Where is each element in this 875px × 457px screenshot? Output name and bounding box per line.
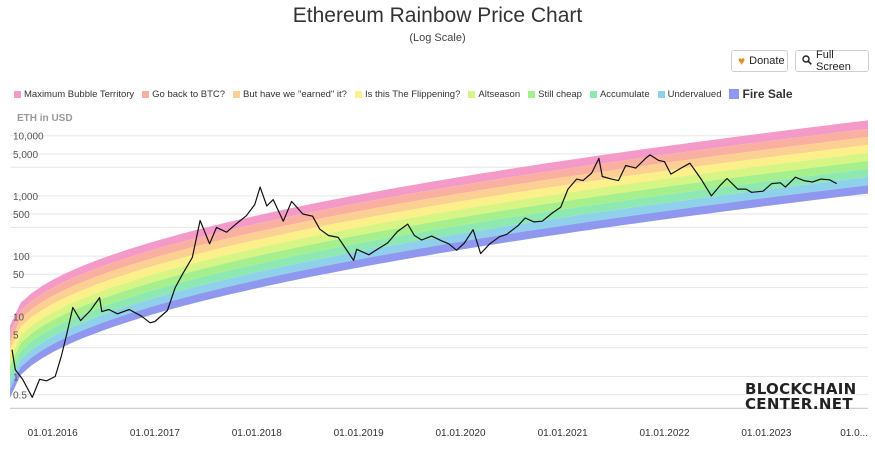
x-tick-label: 01.01.2023 — [741, 428, 791, 439]
legend-label: Is this The Flippening? — [364, 88, 461, 100]
legend-swatch — [233, 90, 241, 98]
y-tick-label: 1 — [13, 373, 19, 384]
x-tick-label: 01.01.2021 — [538, 428, 588, 439]
y-tick-label: 5,000 — [13, 150, 38, 161]
y-tick-label: 1,000 — [13, 192, 38, 203]
chart-subtitle: (Log Scale) — [409, 32, 466, 44]
legend-label: Still cheap — [538, 88, 582, 100]
x-tick-label: 01.01.2022 — [639, 428, 689, 439]
x-tick-label: 01.01.2017 — [130, 428, 180, 439]
legend-item[interactable]: Fire Sale — [729, 87, 793, 101]
y-tick-label: 5 — [13, 330, 19, 341]
legend-label: Altseason — [478, 88, 521, 100]
legend-swatch — [354, 90, 362, 98]
legend-swatch — [468, 90, 476, 98]
legend-item[interactable]: Undervalued — [657, 88, 722, 100]
watermark-line2: CENTER.NET — [745, 395, 853, 413]
donate-label: Donate — [749, 55, 785, 67]
legend-item[interactable]: Altseason — [468, 89, 520, 100]
legend-swatch — [589, 90, 597, 98]
donate-button[interactable]: ♥ Donate — [731, 50, 788, 72]
price-line — [11, 154, 837, 398]
y-tick-label: 10,000 — [13, 132, 44, 143]
y-tick-label: 500 — [13, 210, 30, 221]
chart-title: Ethereum Rainbow Price Chart — [292, 4, 583, 27]
legend-swatch — [142, 90, 150, 98]
legend-swatch — [729, 89, 740, 99]
legend-swatch — [14, 90, 21, 98]
legend-label: Go back to BTC? — [152, 88, 226, 100]
x-tick-label: 01.0... — [840, 428, 868, 439]
legend-item[interactable]: Is this The Flippening? — [354, 88, 461, 100]
legend-item[interactable]: Maximum Bubble Territory — [14, 89, 134, 100]
legend-label: Undervalued — [667, 88, 722, 100]
fullscreen-label: Full Screen — [816, 49, 851, 73]
legend-label: Fire Sale — [742, 87, 793, 101]
watermark-line1: BLOCKCHAIN — [745, 380, 857, 398]
watermark-logo: BLOCKCHAIN CENTER.NET — [745, 380, 857, 413]
legend-item[interactable]: Accumulate — [589, 88, 650, 100]
legend-item[interactable]: Go back to BTC? — [142, 89, 225, 100]
x-tick-label: 01.01.2020 — [435, 428, 485, 439]
legend-label: Maximum Bubble Territory — [24, 88, 135, 100]
legend-label: Accumulate — [599, 88, 650, 100]
legend-swatch — [528, 90, 536, 98]
magnifier-icon — [802, 54, 812, 68]
x-tick-label: 01.01.2016 — [28, 428, 78, 439]
fullscreen-button[interactable]: Full Screen — [795, 49, 869, 73]
y-tick-label: 0.5 — [13, 391, 27, 402]
x-tick-label: 01.01.2019 — [334, 428, 384, 439]
y-tick-label: 10 — [13, 312, 25, 323]
heart-icon: ♥ — [738, 54, 746, 68]
x-tick-label: 01.01.2018 — [232, 428, 282, 439]
chart-legend: Maximum Bubble Territory Go back to BTC? B… — [14, 87, 865, 101]
legend-swatch — [657, 90, 665, 98]
legend-item[interactable]: Still cheap — [528, 89, 582, 100]
y-axis-title: ETH in USD — [17, 113, 73, 124]
rainbow-bands — [10, 120, 868, 398]
legend-label: But have we "earned" it? — [243, 88, 347, 100]
y-tick-label: 100 — [13, 252, 30, 263]
y-tick-label: 50 — [13, 270, 25, 281]
legend-item[interactable]: But have we "earned" it? — [233, 89, 347, 100]
